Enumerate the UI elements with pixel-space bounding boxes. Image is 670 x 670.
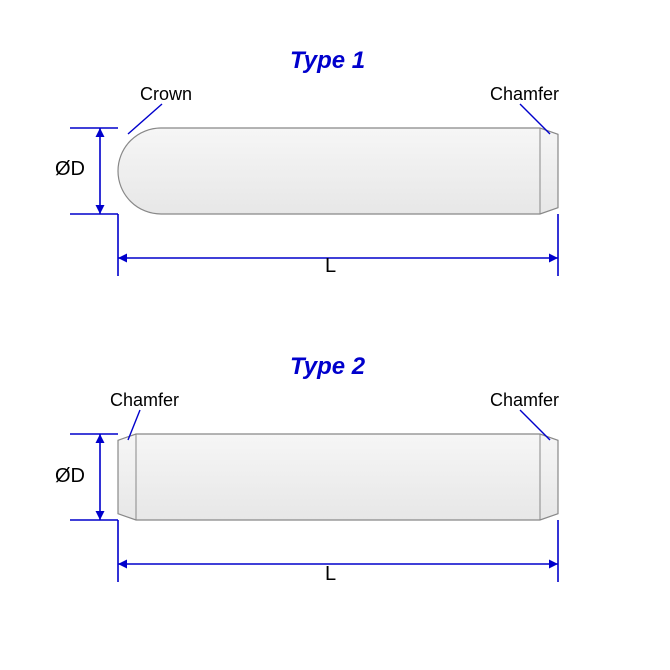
label-length-2: L <box>325 563 336 585</box>
label-chamfer-1: Chamfer <box>490 84 559 104</box>
label-chamfer-2-left: Chamfer <box>110 390 179 410</box>
pin-type-2 <box>118 434 558 520</box>
pin-type-1 <box>118 128 558 214</box>
label-diameter-1: ØD <box>55 158 85 180</box>
technical-diagram: Type 1 Type 2 Crown Chamfer ØD L Chamfer… <box>0 0 670 670</box>
label-length-1: L <box>325 255 336 277</box>
label-diameter-2: ØD <box>55 465 85 487</box>
title-type-2: Type 2 <box>290 353 366 380</box>
label-chamfer-2-right: Chamfer <box>490 390 559 410</box>
label-crown: Crown <box>140 84 192 104</box>
title-type-1: Type 1 <box>290 47 365 74</box>
